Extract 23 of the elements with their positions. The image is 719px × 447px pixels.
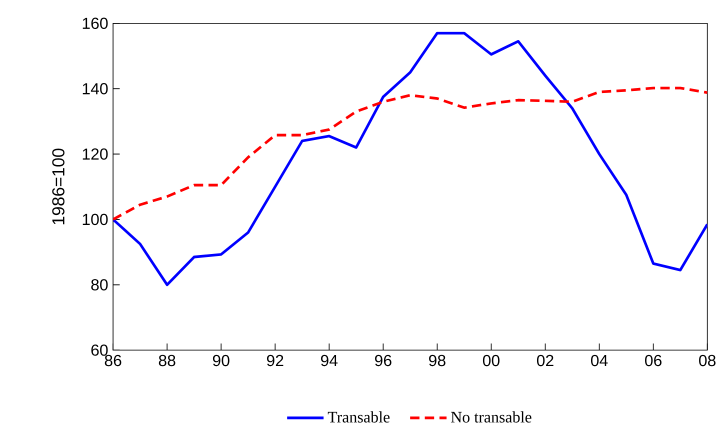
- y-tick-label: 120: [82, 148, 108, 160]
- y-tick-label: 60: [91, 344, 108, 356]
- y-tick-label: 80: [91, 279, 108, 291]
- x-tick-label: 96: [375, 354, 392, 366]
- x-tick-label: 94: [321, 354, 338, 366]
- line-series: [113, 32, 708, 286]
- x-tick-label: 98: [429, 354, 446, 366]
- x-tick-label: 90: [212, 354, 230, 366]
- legend-label: Transable: [328, 411, 390, 423]
- legend-label: No transable: [451, 411, 532, 423]
- x-tick-label: 04: [591, 354, 608, 366]
- y-axis-title: 1986=100: [52, 148, 64, 224]
- x-tick-label: 92: [266, 354, 284, 366]
- y-tick-label: 160: [82, 18, 108, 30]
- x-tick-label: 86: [104, 354, 122, 366]
- y-tick-label: 100: [82, 214, 108, 226]
- line-series: [113, 86, 708, 221]
- x-tick-label: 00: [482, 354, 500, 366]
- x-tick-label: 88: [158, 354, 176, 366]
- y-tick-label: 140: [82, 83, 108, 94]
- x-tick-label: 08: [699, 354, 716, 366]
- x-tick-label: 02: [536, 354, 554, 366]
- x-tick-label: 06: [645, 354, 662, 366]
